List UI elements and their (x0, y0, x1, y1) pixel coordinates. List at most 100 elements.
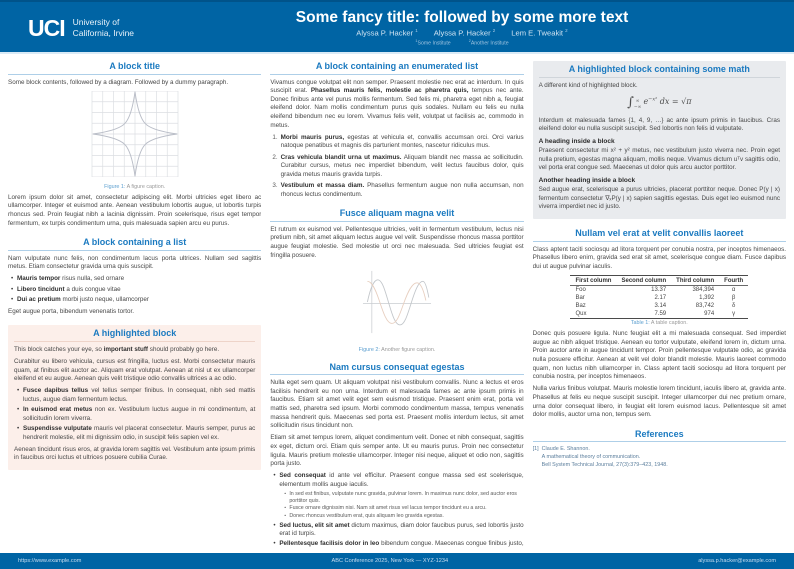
uci-logo-line2: California, Irvine (72, 28, 135, 38)
block-title: A highlighted block containing some math (538, 64, 780, 78)
block-table: Nullam vel erat at velit convallis laore… (532, 228, 786, 420)
figure-2 (270, 264, 523, 345)
block-title: Nullam vel erat at velit convallis laore… (532, 228, 786, 242)
block-paragraph: Curabitur eu libero vehicula, cursus est… (14, 358, 256, 383)
figure-2-caption: Figure 2: Another figure caption. (358, 346, 436, 353)
poster-body: A block title Some block contents, follo… (0, 54, 794, 553)
list-item: Fusce dapibus tellus vel tellus semper f… (16, 387, 255, 404)
block-fusce-aliquam: Fusce aliquam magna velit Et rutrum ex e… (270, 208, 524, 353)
inblock-heading: Another heading inside a block (538, 176, 636, 184)
table-caption: Table 1: A table caption. (630, 320, 688, 327)
block-title: A block containing an enumerated list (270, 61, 524, 75)
sub-list-item: Fusce ornare dignissim nisi. Nam sit ame… (283, 505, 523, 512)
list-item: Libero tincidunt a duis congue vitae (10, 286, 261, 295)
enum-item: 2. Cras vehicula blandit urna ut maximus.… (272, 153, 524, 178)
poster-title: Some fancy title: followed by some more … (295, 9, 629, 27)
block-title: References (532, 429, 786, 443)
poster-footer: https://www.example.com ABC Conference 2… (0, 553, 794, 569)
column-2: A block containing an enumerated list Vi… (270, 61, 524, 549)
list-item: Suspendisse vulputate mauris vel placera… (16, 425, 255, 442)
block-paragraph: Nulla varius finibus volutpat. Mauris mo… (532, 385, 786, 419)
poster-header: UCI University of California, Irvine Som… (0, 0, 794, 52)
block-outro: Eget augue porta, bibendum venenatis tor… (8, 307, 135, 315)
header-separator (0, 52, 794, 54)
enumerated-list: 1. Morbi mauris purus, egestas at vehicul… (272, 134, 523, 199)
block-title: A block containing a list (8, 237, 262, 251)
block-paragraph: Interdum et malesuada fames {1, 4, 9, …}… (538, 116, 780, 133)
list-item: Pellentesque facilisis dolor in leo bibe… (272, 540, 523, 549)
data-table: First column Second column Third column … (570, 275, 749, 320)
table-header-row: First column Second column Third column … (570, 275, 749, 287)
block-paragraph: This block catches your eye, so importan… (14, 345, 220, 353)
uci-logo-acronym: UCI (28, 14, 66, 41)
block-paragraph: Praesent consectetur mi x² + y² metus, n… (538, 147, 780, 172)
star-grid-plot (91, 90, 179, 177)
block-references: References [1] Claude E. Shannon. A math… (532, 429, 786, 470)
author-list: Alyssa P. Hacker 1 Alyssa P. Hacker 2 Le… (356, 28, 567, 38)
inblock-heading: A heading inside a block (538, 138, 615, 146)
header-center: Some fancy title: followed by some more … (170, 2, 754, 54)
reference-number: [1] (532, 446, 539, 453)
block-paragraph: Nulla eget sem quam. Ut aliquam volutpat… (270, 379, 524, 430)
block-paragraph: Et rutrum ex euismod vel. Pellentesque u… (270, 225, 524, 259)
block-intro: Some block contents, followed by a diagr… (8, 78, 229, 86)
block-intro: Vivamus congue volutpat elit non semper.… (270, 78, 524, 129)
footer-email-link[interactable]: alyssa.p.hacker@example.com (698, 558, 776, 564)
institute: 2Another Institute (468, 38, 509, 47)
curve-cos (367, 280, 427, 324)
column-3: A highlighted block containing some math… (532, 61, 786, 549)
sub-list-item: Donec rhoncus vestibulum erat, quis aliq… (283, 513, 523, 520)
block-enumerated-list: A block containing an enumerated list Vi… (270, 61, 524, 199)
block-title: A block title (8, 61, 262, 75)
block-title: A highlighted block (14, 328, 256, 342)
figure-1 (8, 90, 261, 182)
reference-entry: [1] Claude E. Shannon. A mathematical th… (533, 446, 786, 469)
uci-logo-wordmark: University of California, Irvine (73, 17, 134, 38)
institute: 1Some Institute (415, 38, 451, 47)
list-item: In euismod erat metus non ex. Vestibulum… (16, 406, 255, 423)
list-item: Sed consequat id ante vel efficitur. Pra… (272, 472, 523, 520)
block-outro: Aenean tincidunt risus eros, at gravida … (14, 445, 256, 462)
block-a-block-title: A block title Some block contents, follo… (8, 61, 262, 228)
block-containing-a-list: A block containing a list Nam vulputate … (8, 237, 262, 316)
list-item: Mauris tempor risus nulla, sed ornare (10, 275, 261, 284)
institute-list: 1Some Institute 2Another Institute (415, 39, 508, 47)
list-item: Dui ac pretium morbi justo neque, ullamc… (10, 296, 261, 305)
math-equation: ∫ ∞ −∞ e−x² dx = √π (627, 95, 692, 111)
uci-logo-line1: University of (72, 17, 120, 28)
highlighted-block: A highlighted block This block catches y… (8, 325, 262, 471)
block-paragraph: A different kind of highlighted block. (538, 81, 638, 89)
block-title: Fusce aliquam magna velit (270, 208, 524, 222)
table-row: Baz 3.14 83,742 δ (575, 303, 736, 310)
author: Alyssa P. Hacker 1 (356, 28, 418, 38)
block-paragraph: Donec quis posuere ligula. Nunc feugiat … (532, 330, 786, 381)
bullet-list: Fusce dapibus tellus vel tellus semper f… (16, 387, 255, 442)
sub-bullet-list: In sed est finibus, vulputate nunc gravi… (283, 491, 523, 521)
table-row: Qux 7.59 974 γ (575, 311, 736, 318)
column-1: A block title Some block contents, follo… (8, 61, 262, 549)
table-row: Bar 2.17 1,392 β (575, 295, 736, 302)
footer-conference-label: ABC Conference 2025, New York — XYZ-1234 (331, 558, 449, 564)
bullet-list: Sed consequat id ante vel efficitur. Pra… (272, 472, 523, 549)
uci-logo: UCI University of California, Irvine (28, 2, 134, 54)
block-paragraph: Class aptent taciti sociosqu ad litora t… (532, 245, 786, 271)
author: Alyssa P. Hacker 2 (433, 28, 496, 38)
author: Lem E. Tweakit 2 (511, 28, 568, 38)
block-paragraph: Etiam sit amet tempus lorem, aliquet con… (270, 434, 524, 468)
figure-1-caption: Figure 1: A figure caption. (104, 183, 166, 190)
enum-item: 3. Vestibulum et massa diam. Phasellus fe… (272, 181, 524, 198)
table-row: Foo 13.37 384,394 α (575, 287, 736, 294)
enum-item: 1. Morbi mauris purus, egestas at vehicul… (272, 133, 524, 150)
block-paragraph: Lorem ipsum dolor sit amet, consectetur … (8, 193, 262, 227)
star-shape (92, 91, 177, 176)
block-intro: Nam vulputate nunc felis, non condimentu… (8, 254, 262, 271)
sub-list-item: In sed est finibus, vulputate nunc gravi… (283, 491, 523, 505)
highlighted-math-block: A highlighted block containing some math… (532, 61, 786, 220)
curve-sin (366, 278, 430, 326)
sine-plot (362, 270, 432, 333)
footer-website-link[interactable]: https://www.example.com (18, 558, 82, 564)
reference-text: Claude E. Shannon. A mathematical theory… (541, 446, 668, 469)
block-nam-cursus: Nam cursus consequat egestas Nulla eget … (270, 362, 524, 549)
block-title: Nam cursus consequat egestas (270, 362, 524, 376)
